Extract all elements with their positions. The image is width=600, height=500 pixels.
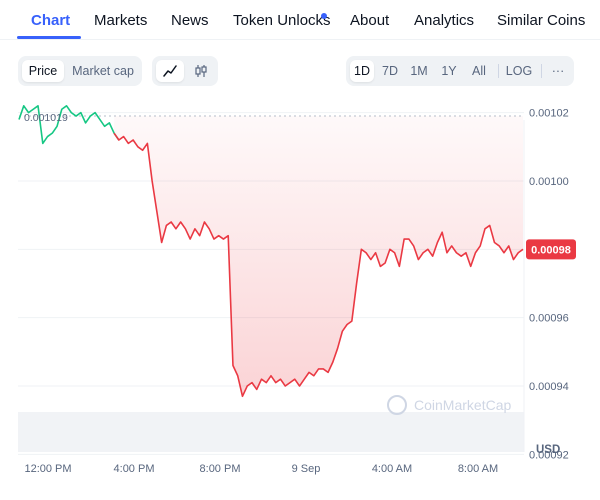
tab-about[interactable]: About [350,12,390,29]
watermark-text: CoinMarketCap [414,397,511,413]
current-price-badge: 0.00098 [526,239,576,260]
tab-chart[interactable]: Chart [31,12,71,29]
x-tick-label: 9 Sep [292,463,321,475]
market-cap-view-button[interactable]: Market cap [72,64,134,78]
currency-label: USD [536,444,560,456]
notification-dot-icon [321,13,327,19]
more-options-button[interactable]: ··· [551,64,565,78]
active-tab-underline [17,36,81,39]
x-tick-label: 4:00 PM [114,463,155,475]
tab-analytics[interactable]: Analytics [414,12,475,29]
x-tick-label: 8:00 AM [458,463,498,475]
candlestick-icon [195,65,207,77]
tab-similar-coins[interactable]: Similar Coins [497,12,586,29]
y-axis-labels: 0.00102 0.00100 0.00096 0.00094 0.00092 [529,108,569,462]
line-chart-button[interactable] [156,60,184,82]
chart-type-toggle [152,56,218,86]
range-1m-button[interactable]: 1M [410,64,428,78]
range-7d-button[interactable]: 7D [382,64,398,78]
x-axis-labels: 12:00 PM 4:00 PM 8:00 PM 9 Sep 4:00 AM 8:00 A… [24,463,498,475]
x-tick-label: 8:00 PM [200,463,241,475]
range-1d-button[interactable]: 1D [350,60,374,82]
price-chart[interactable]: CoinMarketCap 0.001019 0.001020.001000.0… [0,100,600,480]
log-scale-button[interactable]: LOG [505,64,533,78]
time-range-toolbar: 1D 7D 1M 1Y All LOG ··· [346,56,574,86]
line-chart-icon [163,65,177,77]
price-line-down [113,132,524,398]
y-tick-label: 0.00094 [529,381,569,393]
volume-area [18,412,524,452]
tab-token-unlocks[interactable]: Token Unlocks [233,12,331,29]
toolbar-divider [498,64,499,78]
reference-price-label: 0.001019 [24,112,68,124]
y-tick-label: 0.00102 [529,108,569,120]
y-tick-label: 0.00092 [529,449,569,461]
coinmarketcap-logo-icon [387,395,407,415]
price-line-up [18,105,120,145]
tab-markets[interactable]: Markets [94,12,148,29]
range-1y-button[interactable]: 1Y [441,64,457,78]
y-tick-label: 0.00096 [529,313,569,325]
top-nav: Chart Markets News Token Unlocks About A… [0,0,600,40]
toolbar-divider [541,64,542,78]
price-area [114,116,524,397]
y-tick-label: 0.00100 [529,176,569,188]
view-toggle: Price Market cap [18,56,142,86]
tab-news[interactable]: News [171,12,209,29]
x-tick-label: 12:00 PM [24,463,71,475]
candlestick-chart-button[interactable] [187,60,215,82]
svg-text:0.00098: 0.00098 [531,244,571,256]
range-all-button[interactable]: All [472,64,486,78]
watermark: CoinMarketCap [387,395,511,415]
x-tick-label: 4:00 AM [372,463,412,475]
price-view-button[interactable]: Price [22,60,64,82]
